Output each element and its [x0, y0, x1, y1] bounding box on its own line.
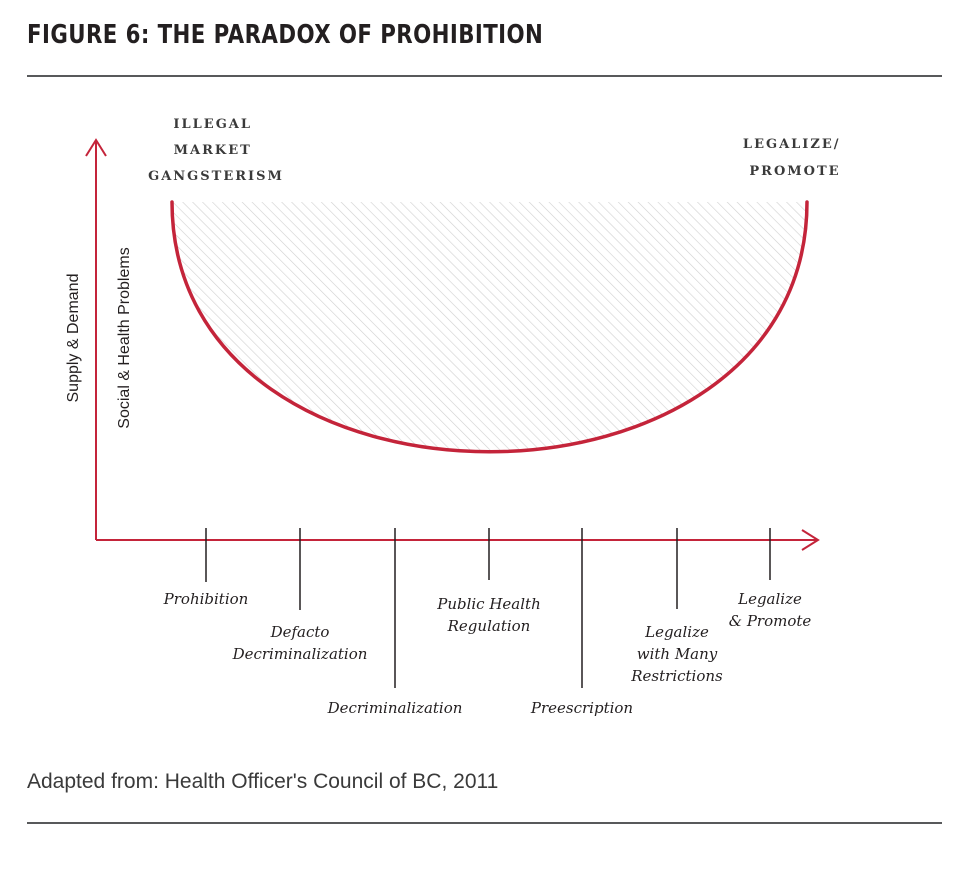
bottom-rule: [27, 822, 942, 824]
label-legalize-promote-line: PROMOTE: [749, 164, 840, 179]
x-axis-label-line: Restrictions: [630, 667, 723, 685]
label-illegal-market-gangsterism: ILLEGAL MARKET GANGSTERISM: [148, 117, 284, 184]
x-axis-label-line: Preescription: [530, 699, 633, 717]
x-axis-label-line: Legalize: [737, 590, 802, 608]
x-axis-label-line: with Many: [637, 645, 718, 663]
label-illegal-market-line: MARKET: [174, 143, 252, 158]
x-axis-label: Preescription: [530, 699, 633, 717]
x-axis-label-line: & Promote: [729, 612, 812, 630]
x-axis-label-line: Public Health: [436, 595, 541, 613]
x-axis-label: Decriminalization: [327, 699, 463, 717]
x-axis-label-line: Legalize: [644, 623, 709, 641]
x-axis-label: Public Health Regulation: [436, 595, 541, 635]
source-caption: Adapted from: Health Officer's Council o…: [27, 770, 499, 793]
x-axis-label: Legalize & Promote: [729, 590, 812, 630]
problem-area-hatch: [172, 202, 807, 452]
figure-title: FIGURE 6: THE PARADOX OF PROHIBITION: [27, 20, 544, 50]
top-rule: [27, 75, 942, 77]
x-axis-label: Prohibition: [163, 590, 249, 608]
x-axis-label-line: Prohibition: [163, 590, 249, 608]
x-axis-label-line: Decriminalization: [327, 699, 463, 717]
label-legalize-promote: LEGALIZE/ PROMOTE: [743, 137, 847, 179]
label-illegal-market-line: ILLEGAL: [173, 117, 252, 132]
y-axis-arrowhead: [85, 138, 107, 157]
y-axis-label-inner: Social & Health Problems: [116, 247, 133, 428]
label-legalize-promote-line: LEGALIZE/: [743, 137, 841, 152]
x-axis-label: Defacto Decriminalization: [232, 623, 368, 663]
paradox-curve: [170, 200, 809, 454]
x-axis-label-line: Defacto: [270, 623, 330, 641]
x-axis-label: Legalize with Many Restrictions: [630, 623, 723, 685]
x-axis-label-line: Regulation: [447, 617, 531, 635]
y-axis-label-outer: Supply & Demand: [65, 274, 82, 403]
x-axis-label-line: Decriminalization: [232, 645, 368, 663]
x-axis-arrowhead: [801, 529, 820, 551]
label-illegal-market-line: GANGSTERISM: [148, 169, 284, 184]
